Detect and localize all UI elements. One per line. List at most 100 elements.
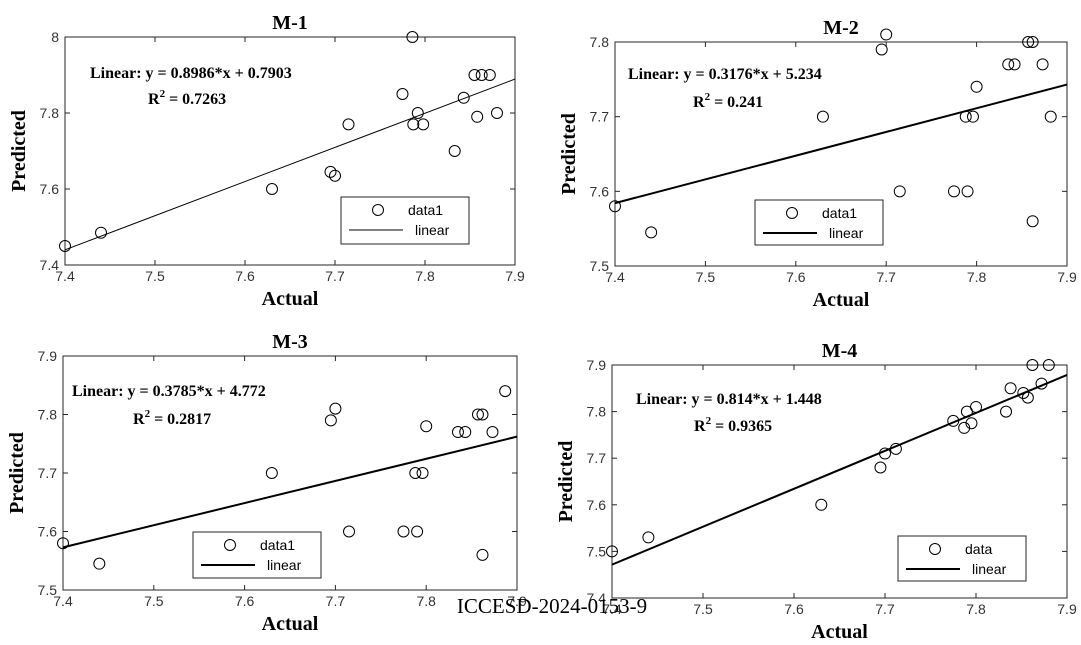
chart-3-point-14 <box>476 408 489 421</box>
chart-4-axes-box <box>611 364 1068 599</box>
chart-4-equation: Linear: y = 0.814*x + 1.448 <box>636 391 822 408</box>
chart-2-r2-superscript: 2 <box>705 91 711 103</box>
chart-1-point-17 <box>491 107 503 119</box>
chart-4-xtick-label-2: 7.6 <box>784 601 804 617</box>
chart-2-xtick-label-3: 7.7 <box>876 269 896 285</box>
chart-3-ylabel: Predicted <box>6 432 28 514</box>
chart-4-ytick-label-5: 7.9 <box>587 357 607 373</box>
chart-3-point-8 <box>411 525 424 538</box>
chart-2-xtick-label-0: 7.4 <box>605 269 625 285</box>
chart-2-xtick-label-2: 7.6 <box>786 269 806 285</box>
chart-1-r2: R2 = 0.7263 <box>148 88 226 108</box>
chart-2-title: M-2 <box>823 17 859 39</box>
chart-4-point-4 <box>879 447 891 460</box>
chart-3-xtick-label-5: 7.9 <box>507 593 527 609</box>
chart-3-xtick-label-3: 7.7 <box>326 593 346 609</box>
chart-3-point-12 <box>459 426 472 439</box>
chart-3-point-11 <box>451 426 464 439</box>
chart-3-point-16 <box>486 426 499 439</box>
chart-3-point-15 <box>476 548 489 561</box>
chart-4-xtick-label-5: 7.9 <box>1057 601 1077 617</box>
chart-4-legend-box <box>897 535 1027 582</box>
chart-3-xtick-label-1: 7.5 <box>144 593 164 609</box>
chart-1-point-7 <box>406 31 419 43</box>
chart-3-xtick-label-4: 7.8 <box>416 593 436 609</box>
chart-4-point-14 <box>1021 391 1034 404</box>
chart-2-r2-value: = 0.241 <box>710 94 763 111</box>
chart-2-point-14 <box>1026 36 1039 48</box>
chart-4-point-6 <box>947 414 960 427</box>
chart-2-point-15 <box>1026 215 1039 228</box>
chart-2-point-12 <box>1008 58 1021 71</box>
chart-4-point-17 <box>1042 359 1055 371</box>
chart-4-r2: R2 = 0.9365 <box>694 415 772 435</box>
chart-4-point-12 <box>1004 382 1017 395</box>
panels: 7.4 7.5 7.6 7.7 7.8 7.97.47.67.88M-1ActualPre… <box>6 12 1077 643</box>
chart-1-point-5 <box>342 118 355 131</box>
chart-4-fit-line <box>611 374 1068 566</box>
chart-1-point-4 <box>329 169 341 182</box>
chart-3-r2-superscript: 2 <box>145 408 151 420</box>
chart-4-legend-entry-1: linear <box>972 561 1007 577</box>
chart-2-ytick-label-2: 7.7 <box>590 109 610 125</box>
chart-2-ytick-label-1: 7.6 <box>590 183 610 199</box>
chart-4-point-0 <box>606 545 618 558</box>
chart-3-legend-entry-0: data1 <box>260 537 295 553</box>
chart-4-r2-label: R <box>694 418 706 435</box>
chart-1-ytick-label-2: 7.8 <box>40 105 60 121</box>
chart-1-ytick-label-1: 7.6 <box>40 181 60 197</box>
chart-3-legend-box <box>192 531 322 579</box>
chart-2-point-17 <box>1044 110 1057 123</box>
chart-3-xtick-label-2: 7.6 <box>235 593 255 609</box>
chart-2-legend-entry-1: linear <box>829 225 864 241</box>
chart-1-point-2 <box>266 183 278 195</box>
chart-3-ytick-label-1: 7.6 <box>38 524 58 540</box>
chart-3-legend-marker <box>224 539 236 551</box>
chart-1-legend-entry-1: linear <box>415 222 450 238</box>
chart-1-r2-superscript: 2 <box>160 88 166 100</box>
chart-3-point-13 <box>471 408 484 421</box>
chart-2-axes-box <box>614 41 1068 267</box>
chart-4-ytick-label-1: 7.5 <box>587 543 607 559</box>
chart-3-point-9 <box>416 467 429 479</box>
chart-2-xlabel: Actual <box>813 289 870 311</box>
chart-4-legend-marker <box>929 543 941 555</box>
chart-1-point-6 <box>396 88 409 100</box>
chart-2-point-1 <box>645 226 658 239</box>
chart-4-point-13 <box>1017 386 1030 399</box>
chart-4-legend-entry-0: data <box>965 541 992 557</box>
chart-4-xlabel: Actual <box>811 621 868 643</box>
chart-1-point-1 <box>95 226 107 239</box>
chart-1-fit-line <box>64 78 516 251</box>
chart-1-legend-entry-0: data1 <box>408 202 443 218</box>
chart-3-title: M-3 <box>272 331 308 353</box>
chart-3-r2: R2 = 0.2817 <box>133 408 211 428</box>
chart-1-point-0 <box>59 240 71 252</box>
chart-1-point-14 <box>471 110 484 123</box>
chart-2-point-13 <box>1022 36 1035 48</box>
chart-3-point-1 <box>93 557 106 570</box>
chart-1-xtick-label-3: 7.7 <box>325 268 345 284</box>
chart-2-xtick-label-1: 7.5 <box>696 269 716 285</box>
chart-2-legend-box <box>754 199 884 246</box>
chart-2-point-3 <box>875 43 888 56</box>
chart-3-r2-label: R <box>133 411 145 428</box>
chart-4-title: M-4 <box>822 340 858 362</box>
chart-1-r2-value: = 0.7263 <box>165 91 226 108</box>
chart-1-ytick-label-3: 8 <box>51 29 59 45</box>
chart-4-point-9 <box>965 417 978 430</box>
chart-1-xtick-label-5: 7.9 <box>505 268 525 284</box>
chart-2-point-0 <box>609 200 621 213</box>
chart-4: 7.4 7.5 7.6 7.7 7.8 7.9 7.4 7.5 7.6 7.7 7.8 7.9 M-4 A… <box>555 340 1077 643</box>
chart-3-point-2 <box>265 467 278 479</box>
chart-4-xtick-label-0: 7.4 <box>602 601 622 617</box>
chart-3-point-6 <box>397 525 410 538</box>
chart-4-point-7 <box>958 421 971 434</box>
chart-1-point-12 <box>457 91 470 104</box>
chart-1-point-13 <box>468 69 481 81</box>
chart-4-ytick-label-0: 7.4 <box>587 590 607 606</box>
chart-1-xtick-label-2: 7.6 <box>235 268 255 284</box>
chart-1-point-10 <box>417 118 430 131</box>
chart-2-point-9 <box>966 110 979 123</box>
